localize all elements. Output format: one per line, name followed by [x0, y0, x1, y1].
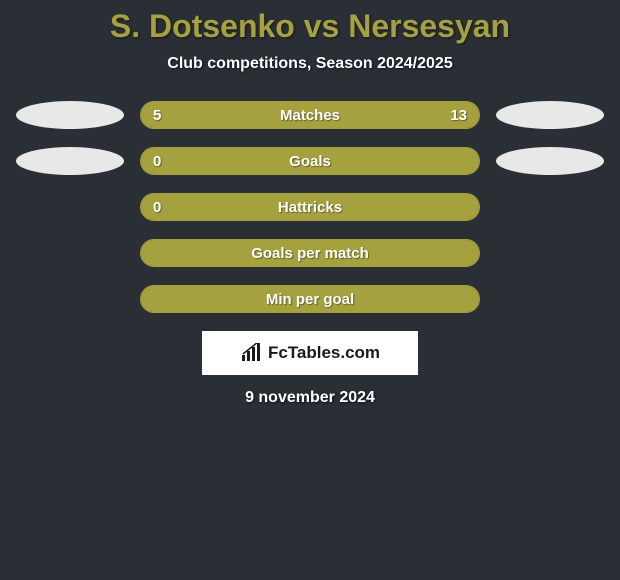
- avatar-spacer: [16, 193, 124, 221]
- stat-row: Matches5 13: [0, 101, 620, 129]
- subtitle: Club competitions, Season 2024/2025: [0, 55, 620, 73]
- avatar-spacer: [496, 239, 604, 267]
- date-text: 9 november 2024: [0, 389, 620, 407]
- avatar-spacer: [496, 285, 604, 313]
- brand-chart-icon: [240, 343, 264, 363]
- stat-value-left: 5: [153, 102, 161, 128]
- player-right-avatar: [496, 147, 604, 175]
- stat-row: Hattricks0: [0, 193, 620, 221]
- stat-row: Goals per match: [0, 239, 620, 267]
- stat-bar: Goals per match: [140, 239, 480, 267]
- brand-text: FcTables.com: [268, 343, 380, 363]
- avatar-spacer: [16, 285, 124, 313]
- stat-label: Min per goal: [141, 286, 479, 312]
- stat-row: Goals0: [0, 147, 620, 175]
- brand-badge[interactable]: FcTables.com: [202, 331, 418, 375]
- stat-value-left: 0: [153, 194, 161, 220]
- stat-label: Hattricks: [141, 194, 479, 220]
- player-left-avatar: [16, 101, 124, 129]
- avatar-spacer: [16, 239, 124, 267]
- stat-bar: Min per goal: [140, 285, 480, 313]
- stat-label: Goals: [141, 148, 479, 174]
- player-left-avatar: [16, 147, 124, 175]
- stat-row: Min per goal: [0, 285, 620, 313]
- stat-value-right: 13: [450, 102, 467, 128]
- stat-bar: Matches5 13: [140, 101, 480, 129]
- stat-bar: Hattricks0: [140, 193, 480, 221]
- stat-label: Goals per match: [141, 240, 479, 266]
- player-right-avatar: [496, 101, 604, 129]
- stats-list: Matches513Goals0Hattricks0Goals per matc…: [0, 101, 620, 313]
- stat-bar: Goals0: [140, 147, 480, 175]
- avatar-spacer: [496, 193, 604, 221]
- comparison-widget: S. Dotsenko vs Nersesyan Club competitio…: [0, 0, 620, 407]
- page-title: S. Dotsenko vs Nersesyan: [0, 8, 620, 45]
- stat-value-left: 0: [153, 148, 161, 174]
- stat-label: Matches: [141, 102, 479, 128]
